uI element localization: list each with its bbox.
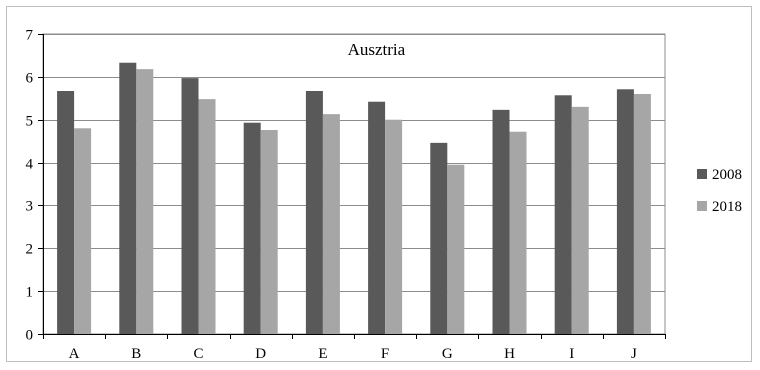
x-tick-label: E <box>318 346 327 362</box>
x-tick-label: G <box>442 346 453 362</box>
y-tick-label: 4 <box>26 157 34 173</box>
bar-2008-D <box>243 122 261 334</box>
bar-2018-B <box>136 69 154 335</box>
axes: 0 1 2 3 4 5 6 7 A B C D E F G H I J <box>26 28 666 362</box>
y-tick-label: 3 <box>26 199 34 215</box>
y-tick-label: 6 <box>26 71 34 87</box>
bar-2008-F <box>368 101 386 334</box>
bar-2008-B <box>119 62 137 334</box>
legend: 2008 2018 <box>697 167 742 215</box>
bar-2008-J <box>616 89 634 335</box>
x-tick-label: F <box>381 346 389 362</box>
x-tick-label: B <box>131 346 141 362</box>
bar-2008-I <box>554 95 572 335</box>
x-tick-label: I <box>569 346 574 362</box>
x-tick-label: A <box>69 346 80 362</box>
bar-2018-J <box>633 94 651 334</box>
bar-2008-G <box>430 142 448 334</box>
legend-label-2008: 2008 <box>712 167 742 183</box>
x-tick-label: C <box>193 346 203 362</box>
bar-2018-I <box>571 106 589 334</box>
x-tick-label: J <box>631 346 637 362</box>
legend-label-2018: 2018 <box>712 199 742 215</box>
chart-title-box <box>328 37 425 63</box>
bar-2018-G <box>447 164 465 334</box>
y-tick-label: 2 <box>26 242 34 258</box>
bar-2008-E <box>305 91 323 334</box>
legend-swatch-2018 <box>697 201 707 211</box>
legend-swatch-2008 <box>697 169 707 179</box>
y-tick-label: 7 <box>26 28 34 44</box>
bars <box>57 62 651 335</box>
bar-2018-D <box>260 130 278 334</box>
x-tick-label: H <box>504 346 515 362</box>
bar-2018-F <box>385 119 403 334</box>
bar-2018-E <box>322 114 340 335</box>
bar-2008-H <box>492 109 510 334</box>
x-tick-label: D <box>255 346 266 362</box>
y-tick-label: 0 <box>26 328 34 344</box>
y-tick-label: 1 <box>26 285 34 301</box>
bar-2008-A <box>57 91 75 334</box>
y-tick-label: 5 <box>26 114 34 130</box>
bar-2018-A <box>74 128 92 334</box>
bar-2018-H <box>509 131 527 334</box>
chart-title: Ausztria <box>348 40 406 59</box>
bar-2008-C <box>181 78 199 335</box>
bar-2018-C <box>198 99 216 335</box>
